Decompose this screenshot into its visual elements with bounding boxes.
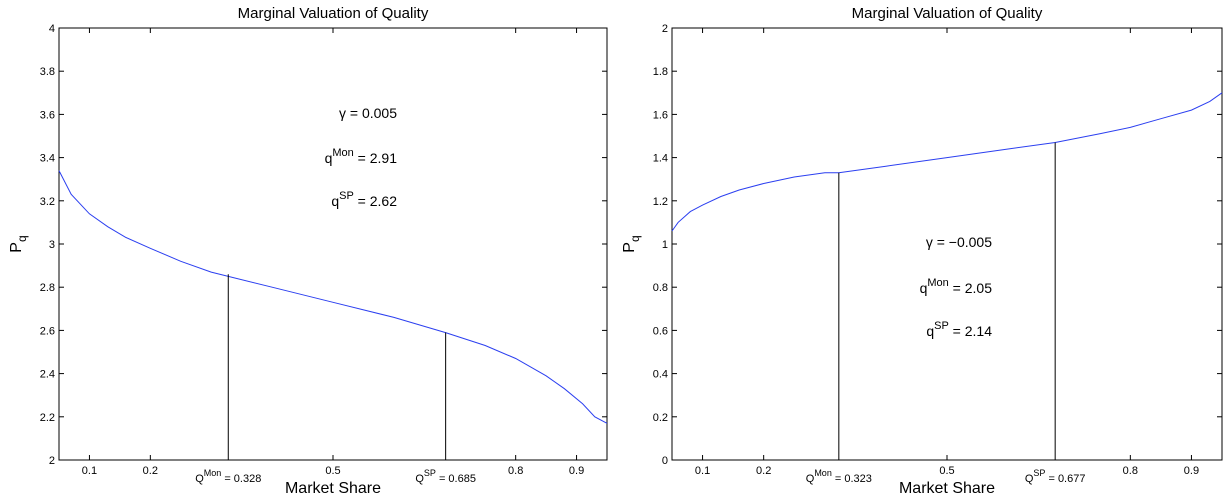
marker-label-1: QMon = 0.323 [806,468,872,485]
y-tick-label: 1.2 [653,196,668,208]
q-mon-annotation: qMon = 2.91 [325,147,398,166]
y-tick-label: 4 [49,23,55,35]
y-tick-label: 3.2 [40,196,55,208]
marker-label-2: QSP = 0.677 [1025,468,1086,485]
x-tick-label: 0.2 [756,465,771,477]
q-mon-annotation: qMon = 2.05 [920,277,993,296]
y-tick-label: 0.6 [653,325,668,337]
x-tick-label: 0.9 [1184,465,1199,477]
series-line-1 [671,92,1223,232]
y-tick-label: 2.8 [40,282,55,294]
y-axis-label: Pq [8,235,29,252]
y-tick-label: 0.4 [653,369,668,381]
x-tick-label: 0.9 [569,465,584,477]
y-tick-label: 2 [49,455,55,467]
x-tick-label: 0.1 [82,465,97,477]
y-tick-label: 0 [662,455,668,467]
y-tick-label: 2.6 [40,325,55,337]
chart-title: Marginal Valuation of Quality [238,5,429,22]
q-sp-annotation: qSP = 2.14 [926,320,992,339]
marker-label-1: QMon = 0.328 [195,468,261,485]
y-tick-label: 3.4 [40,153,55,165]
y-tick-label: 0.2 [653,412,668,424]
x-axis-label: Market Share [899,480,995,497]
q-sp-annotation: qSP = 2.62 [331,190,397,209]
y-tick-label: 2.4 [40,369,55,381]
y-tick-label: 1.6 [653,109,668,121]
y-tick-label: 0.8 [653,282,668,294]
y-tick-label: 3.6 [40,109,55,121]
x-tick-label: 0.8 [508,465,523,477]
series-line-1 [58,170,608,424]
y-tick-label: 2.2 [40,412,55,424]
x-axis-label: Market Share [285,480,381,497]
x-tick-label: 0.5 [939,465,954,477]
gamma-annotation: γ = 0.005 [339,105,397,121]
y-tick-label: 2 [662,23,668,35]
chart-title: Marginal Valuation of Quality [852,5,1043,22]
y-tick-label: 1.8 [653,66,668,78]
x-tick-label: 0.2 [143,465,158,477]
y-tick-label: 3 [49,239,55,251]
y-tick-label: 3.8 [40,66,55,78]
y-axis-label: Pq [621,235,642,252]
y-tick-label: 1.4 [653,153,668,165]
x-tick-label: 0.5 [325,465,340,477]
y-tick-label: 1 [662,239,668,251]
x-tick-label: 0.8 [1123,465,1138,477]
gamma-annotation: γ = −0.005 [926,234,992,250]
chart-panel-1: Marginal Valuation of Quality 2 2.2 2.4 2.6 2… [8,5,608,497]
x-tick-label: 0.1 [695,465,710,477]
marker-label-2: QSP = 0.685 [415,468,476,485]
chart-panel-2: Marginal Valuation of Quality 0 0.2 0.4 0.6 0… [621,5,1223,497]
